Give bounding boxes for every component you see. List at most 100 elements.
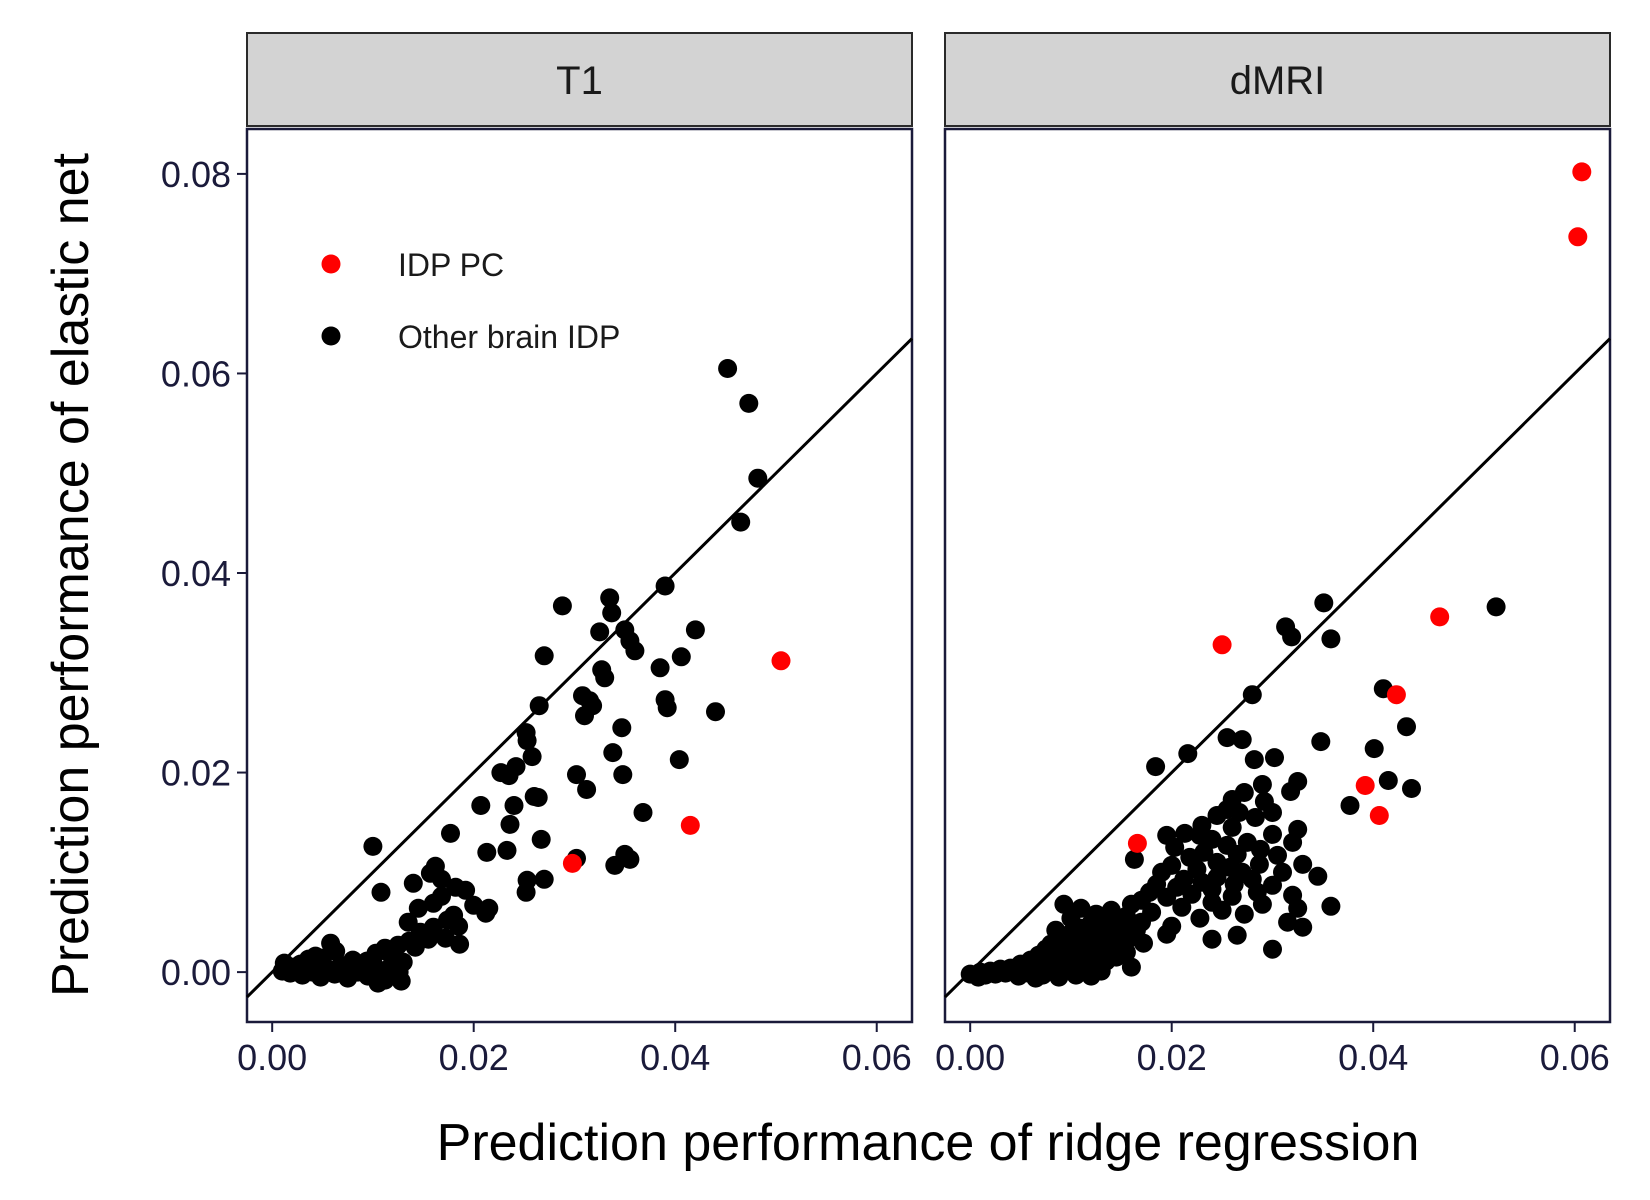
- point-other-brain-idp: [1222, 886, 1242, 906]
- point-other-brain-idp: [1049, 967, 1069, 987]
- point-other-brain-idp: [504, 796, 524, 815]
- x-tick-label: 0.02: [439, 1037, 509, 1078]
- point-other-brain-idp: [655, 576, 675, 596]
- point-other-brain-idp: [1207, 806, 1227, 825]
- panel-t1: T1 0.00 0.02 0.04 0.06 0.08 0.00 0.02 0.04 0.06…: [161, 32, 914, 1078]
- point-other-brain-idp: [650, 658, 670, 678]
- point-other-brain-idp: [603, 743, 623, 763]
- point-other-brain-idp: [1227, 925, 1247, 945]
- point-other-brain-idp: [1134, 933, 1153, 953]
- panel-t1-x-axis-ticks: 0.00 0.02 0.04 0.06: [237, 1022, 912, 1078]
- point-other-brain-idp: [1146, 757, 1166, 777]
- point-other-brain-idp: [1314, 593, 1334, 613]
- point-other-brain-idp: [625, 641, 645, 661]
- point-other-brain-idp: [1397, 717, 1416, 737]
- point-other-brain-idp: [1321, 896, 1341, 916]
- x-tick-label: 0.00: [935, 1037, 1005, 1078]
- identity-line: [943, 337, 1612, 999]
- point-idp-pc: [1386, 685, 1406, 705]
- point-other-brain-idp: [1121, 957, 1141, 977]
- point-other-brain-idp: [669, 750, 689, 770]
- y-axis-title: Prediction performance of elastic net: [42, 152, 100, 997]
- point-other-brain-idp: [739, 393, 759, 413]
- point-other-brain-idp: [1263, 824, 1282, 844]
- point-other-brain-idp: [1217, 728, 1237, 748]
- point-other-brain-idp: [1265, 748, 1284, 768]
- x-tick-label: 0.02: [1137, 1037, 1207, 1078]
- point-other-brain-idp: [408, 898, 428, 918]
- point-other-brain-idp: [1066, 965, 1086, 985]
- point-other-brain-idp: [1172, 897, 1192, 917]
- point-other-brain-idp: [567, 765, 586, 785]
- point-idp-pc: [1355, 776, 1375, 795]
- panel-dmri-x-axis-ticks: 0.00 0.02 0.04 0.06: [935, 1022, 1610, 1078]
- point-other-brain-idp: [1321, 629, 1341, 649]
- point-idp-pc: [1572, 162, 1592, 182]
- point-other-brain-idp: [471, 796, 491, 815]
- point-other-brain-idp: [534, 869, 554, 889]
- point-other-brain-idp: [499, 766, 519, 786]
- point-other-brain-idp: [1340, 796, 1360, 815]
- y-axis-ticks: 0.00 0.02 0.04 0.06 0.08: [161, 154, 247, 993]
- point-other-brain-idp: [706, 702, 725, 722]
- point-other-brain-idp: [368, 973, 388, 993]
- point-other-brain-idp: [1293, 917, 1313, 937]
- point-other-brain-idp: [516, 882, 536, 902]
- point-other-brain-idp: [1175, 823, 1195, 843]
- point-other-brain-idp: [605, 855, 625, 875]
- point-other-brain-idp: [1288, 898, 1308, 918]
- point-other-brain-idp: [529, 696, 549, 716]
- point-other-brain-idp: [685, 620, 705, 640]
- point-other-brain-idp: [633, 803, 653, 822]
- legend-label-other-brain-idp: Other brain IDP: [398, 319, 620, 355]
- point-other-brain-idp: [432, 869, 451, 889]
- point-other-brain-idp: [1124, 849, 1144, 869]
- point-other-brain-idp: [534, 646, 554, 666]
- point-other-brain-idp: [292, 965, 312, 985]
- x-tick-label: 0.06: [1540, 1037, 1610, 1078]
- point-other-brain-idp: [423, 893, 443, 913]
- point-other-brain-idp: [1283, 832, 1303, 852]
- point-other-brain-idp: [731, 512, 751, 532]
- legend: IDP PC Other brain IDP: [321, 247, 620, 355]
- panel-dmri-strip: [944, 32, 1611, 127]
- point-other-brain-idp: [522, 747, 542, 767]
- point-other-brain-idp: [1212, 900, 1232, 920]
- point-other-brain-idp: [477, 842, 497, 862]
- point-other-brain-idp: [613, 765, 633, 785]
- point-other-brain-idp: [671, 647, 691, 667]
- point-other-brain-idp: [1245, 808, 1265, 827]
- point-other-brain-idp: [1263, 875, 1282, 895]
- point-idp-pc: [1430, 607, 1450, 627]
- panel-dmri-reference-line: [943, 337, 1612, 999]
- point-other-brain-idp: [441, 823, 460, 843]
- panel-t1-title: T1: [556, 59, 603, 103]
- point-other-brain-idp: [1250, 839, 1270, 859]
- point-other-brain-idp: [595, 668, 615, 688]
- point-other-brain-idp: [612, 718, 632, 738]
- point-other-brain-idp: [1190, 908, 1210, 928]
- point-other-brain-idp: [1293, 854, 1313, 874]
- point-other-brain-idp: [718, 359, 738, 378]
- y-tick-label: 0.02: [161, 753, 231, 794]
- point-idp-pc: [771, 651, 791, 671]
- panel-t1-strip: [246, 32, 913, 127]
- point-other-brain-idp: [748, 468, 768, 488]
- point-other-brain-idp: [1081, 966, 1101, 986]
- point-other-brain-idp: [1402, 779, 1421, 798]
- point-other-brain-idp: [968, 967, 988, 987]
- point-other-brain-idp: [1282, 627, 1302, 647]
- point-other-brain-idp: [1244, 750, 1264, 770]
- panel-dmri-title: dMRI: [1230, 59, 1326, 103]
- y-tick-label: 0.06: [161, 353, 231, 394]
- point-other-brain-idp: [338, 968, 358, 988]
- point-other-brain-idp: [531, 829, 551, 849]
- point-other-brain-idp: [405, 937, 425, 957]
- point-other-brain-idp: [1157, 924, 1177, 944]
- point-other-brain-idp: [1252, 894, 1272, 914]
- point-other-brain-idp: [1364, 739, 1384, 759]
- y-tick-label: 0.04: [161, 553, 231, 594]
- point-other-brain-idp: [391, 971, 411, 991]
- point-other-brain-idp: [602, 603, 622, 623]
- point-other-brain-idp: [1232, 730, 1252, 750]
